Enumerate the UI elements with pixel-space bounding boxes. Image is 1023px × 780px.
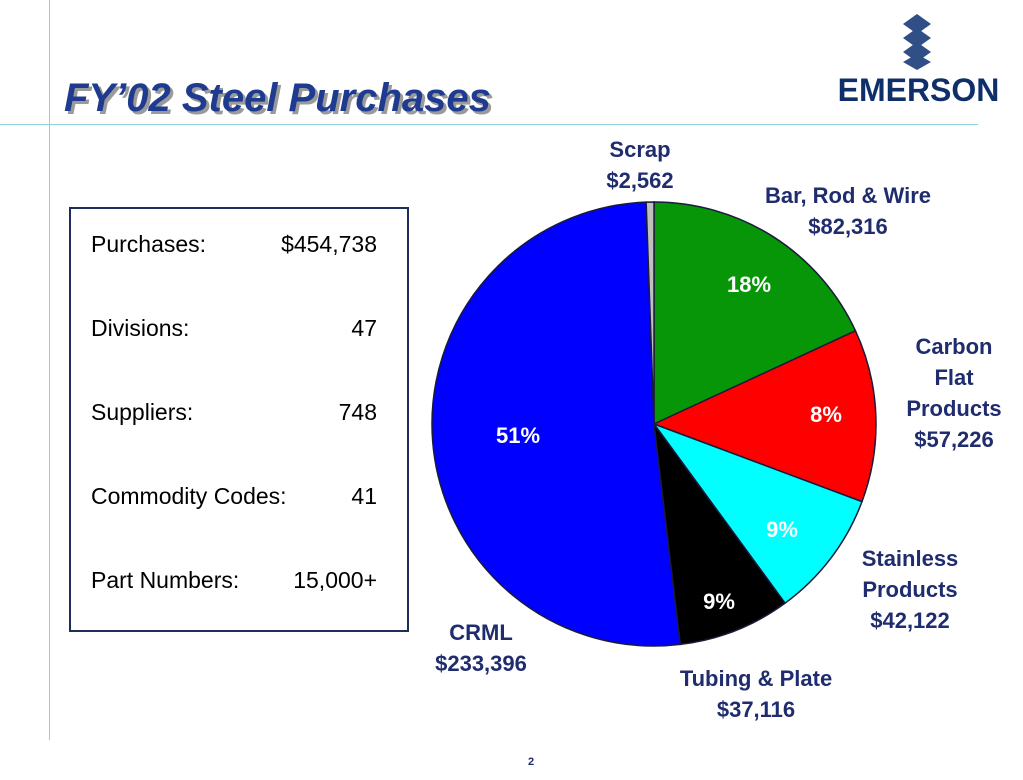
pie-slice-crml — [431, 201, 682, 647]
stat-value: 41 — [351, 483, 377, 509]
stat-value: $454,738 — [281, 231, 377, 257]
slide-title: FY’02 Steel Purchases — [64, 76, 491, 120]
pie-slice-bar-rod-wire — [653, 201, 857, 426]
stat-label: Suppliers: — [91, 399, 194, 425]
page-number: 2 — [528, 756, 535, 768]
stat-label: Divisions: — [91, 315, 190, 341]
slice-percent-label: 8% — [810, 402, 842, 427]
emerson-logo-text: EMERSON — [837, 72, 1000, 108]
horizontal-rule — [0, 124, 978, 125]
stat-label: Commodity Codes: — [91, 483, 287, 509]
stat-label: Purchases: — [91, 231, 207, 257]
vertical-rule — [49, 0, 50, 740]
slice-percent-label: 9% — [766, 517, 798, 542]
stat-label: Part Numbers: — [91, 567, 240, 593]
slice-percent-label: 51% — [496, 423, 540, 448]
stats-box: Purchases: $454,738 Divisions: 47 Suppli… — [69, 207, 409, 632]
stat-value: 47 — [351, 315, 377, 341]
slice-category-label: Scrap $2,562 — [606, 137, 673, 193]
pie-slice-scrap — [645, 201, 655, 425]
slice-category-label: Carbon Flat Products $57,226 — [906, 334, 1001, 452]
emerson-logo-mark-icon — [903, 14, 931, 70]
emerson-logo: EMERSON — [826, 14, 1011, 108]
stat-value: 15,000+ — [293, 567, 377, 593]
pie-slice-tubing-plate — [652, 421, 787, 646]
slice-category-label: Stainless Products $42,122 — [862, 546, 959, 633]
pie-slice-stainless-products — [651, 422, 863, 605]
slice-category-label: CRML $233,396 — [435, 620, 527, 676]
slice-percent-label: 9% — [703, 589, 735, 614]
pie-slice-carbon-flat-products — [652, 329, 877, 503]
slice-category-label: Bar, Rod & Wire $82,316 — [765, 183, 931, 239]
slice-category-label: Tubing & Plate $37,116 — [680, 666, 832, 722]
slice-percent-label: 18% — [727, 272, 771, 297]
stat-value: 748 — [338, 399, 377, 425]
